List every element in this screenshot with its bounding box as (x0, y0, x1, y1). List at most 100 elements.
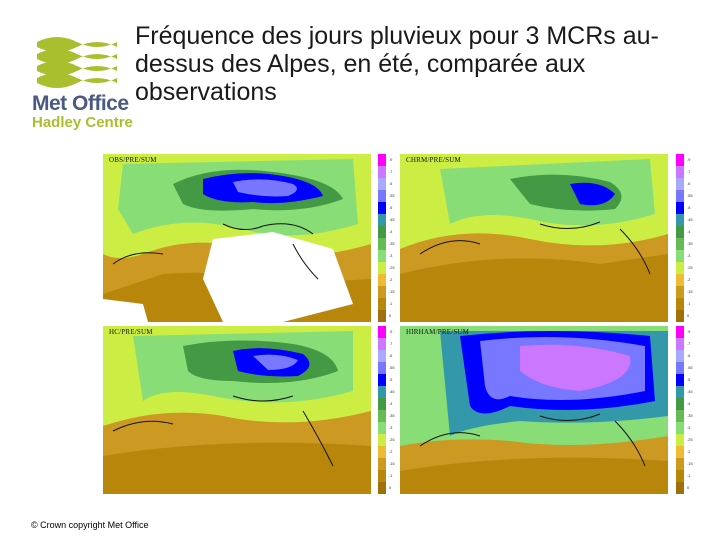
colorbar-tick-label: .3 (389, 253, 393, 258)
colorbar-swatch (378, 190, 386, 202)
colorbar-tick-label: .1 (687, 473, 691, 478)
colorbar-tick-label: .6 (687, 353, 691, 358)
colorbar-tick-label: .55 (389, 193, 395, 198)
colorbar-ticks: .9 .7 .6 .55 .5 .45 .4 .35 .3 .25 .2 .15 .1 0 (389, 154, 403, 322)
colorbar-tick-label: .45 (389, 217, 395, 222)
colorbar-swatch (676, 190, 684, 202)
panel-label: HIRHAM/PRE/SUM (406, 328, 470, 336)
colorbar-swatch (378, 386, 386, 398)
colorbar-tick-label: .5 (687, 205, 691, 210)
panel-label: HC/PRE/SUM (109, 328, 153, 336)
colorbar-swatch (378, 154, 386, 166)
colorbar-swatch (676, 178, 684, 190)
colorbar-swatch (378, 446, 386, 458)
met-office-waves-icon (37, 37, 117, 88)
map-panel-hirham: HIRHAM/PRE/SUM (400, 326, 668, 494)
colorbar (378, 326, 386, 494)
colorbar-swatch (378, 338, 386, 350)
colorbar-tick-label: .25 (687, 437, 693, 442)
colorbar-tick-label: .5 (389, 205, 393, 210)
colorbar-tick-label: .4 (389, 401, 393, 406)
colorbar-tick-label: .35 (389, 241, 395, 246)
colorbar-tick-label: .7 (687, 169, 691, 174)
colorbar-swatch (676, 482, 684, 494)
colorbar-tick-label: .6 (687, 181, 691, 186)
colorbar-swatch (676, 470, 684, 482)
colorbar-tick-label: .1 (389, 473, 393, 478)
colorbar-tick-label: .35 (687, 413, 693, 418)
colorbar-tick-label: .25 (389, 437, 395, 442)
colorbar-swatch (676, 326, 684, 338)
map-panel-chrm: CHRM/PRE/SUM (400, 154, 668, 322)
colorbar-swatch (378, 214, 386, 226)
colorbar-tick-label: .55 (687, 365, 693, 370)
colorbar-swatch (676, 362, 684, 374)
colorbar-ticks: .9 .7 .6 .55 .5 .45 .4 .35 .3 .25 .2 .15 .1 0 (389, 326, 403, 494)
colorbar-tick-label: .15 (687, 289, 693, 294)
colorbar-swatch (378, 298, 386, 310)
colorbar-swatch (676, 458, 684, 470)
colorbar-swatch (676, 434, 684, 446)
colorbar-swatch (676, 310, 684, 322)
map-chrm-svg (400, 154, 668, 322)
colorbar-swatch (676, 410, 684, 422)
colorbar-tick-label: .7 (389, 341, 393, 346)
colorbar-tick-label: .4 (687, 401, 691, 406)
colorbar-tick-label: .6 (389, 353, 393, 358)
colorbar-tick-label: .4 (389, 229, 393, 234)
copyright-text: © Crown copyright Met Office (31, 520, 149, 530)
colorbar-swatch (378, 310, 386, 322)
colorbar-swatch (378, 166, 386, 178)
colorbar-tick-label: .9 (687, 329, 691, 334)
colorbar-swatch (378, 178, 386, 190)
colorbar-tick-label: .15 (389, 289, 395, 294)
map-hc-svg (103, 326, 371, 494)
colorbar-tick-label: .3 (687, 425, 691, 430)
colorbar-tick-label: .9 (389, 329, 393, 334)
colorbar-tick-label: .45 (687, 389, 693, 394)
logo-subtitle: Hadley Centre (32, 114, 133, 131)
colorbar-swatch (378, 250, 386, 262)
colorbar-swatch (676, 250, 684, 262)
colorbar-swatch (378, 274, 386, 286)
colorbar-swatch (378, 482, 386, 494)
colorbar-tick-label: .55 (687, 193, 693, 198)
colorbar-tick-label: .25 (389, 265, 395, 270)
map-panel-obs: OBS/PRE/SUM (103, 154, 371, 322)
colorbar-tick-label: .9 (389, 157, 393, 162)
colorbar-swatch (378, 350, 386, 362)
colorbar-swatch (378, 202, 386, 214)
colorbar-swatch (676, 154, 684, 166)
colorbar-swatch (676, 166, 684, 178)
panel-label: CHRM/PRE/SUM (406, 156, 461, 164)
colorbar-tick-label: 0 (687, 485, 690, 490)
colorbar-swatch (676, 262, 684, 274)
colorbar-swatch (378, 286, 386, 298)
colorbar-tick-label: .35 (389, 413, 395, 418)
colorbar-swatch (378, 326, 386, 338)
colorbar-swatch (676, 238, 684, 250)
colorbar-swatch (378, 238, 386, 250)
colorbar-swatch (676, 386, 684, 398)
colorbar-swatch (676, 398, 684, 410)
colorbar-swatch (676, 202, 684, 214)
colorbar-tick-label: 0 (389, 485, 392, 490)
map-obs-svg (103, 154, 371, 322)
colorbar-swatch (378, 374, 386, 386)
colorbar-tick-label: .45 (687, 217, 693, 222)
panel-label: OBS/PRE/SUM (109, 156, 157, 164)
colorbar-tick-label: .45 (389, 389, 395, 394)
colorbar-swatch (378, 458, 386, 470)
colorbar-swatch (676, 274, 684, 286)
colorbar-swatch (676, 226, 684, 238)
colorbar (378, 154, 386, 322)
colorbar-tick-label: .25 (687, 265, 693, 270)
colorbar-tick-label: 0 (389, 313, 392, 318)
colorbar-tick-label: .2 (389, 449, 393, 454)
colorbar-tick-label: .4 (687, 229, 691, 234)
colorbar-tick-label: .55 (389, 365, 395, 370)
colorbar-tick-label: .5 (687, 377, 691, 382)
met-office-logo: Met Office Hadley Centre (30, 30, 133, 131)
colorbar-swatch (676, 446, 684, 458)
colorbar-ticks: .9 .7 .6 .55 .5 .45 .4 .35 .3 .25 .2 .15 .1 0 (687, 326, 701, 494)
